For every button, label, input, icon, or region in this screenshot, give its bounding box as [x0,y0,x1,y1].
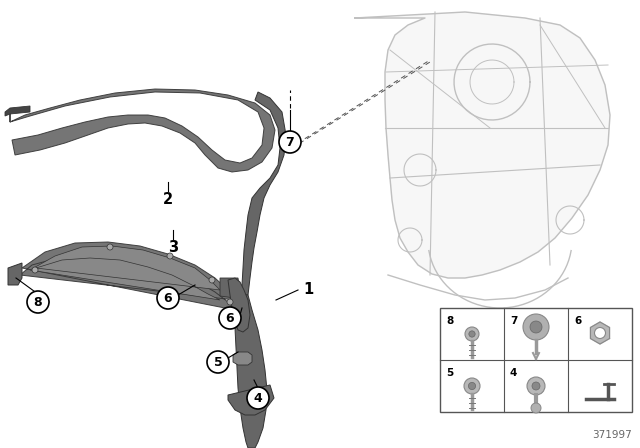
Text: 8: 8 [34,296,42,309]
Text: 6: 6 [164,292,172,305]
Circle shape [532,382,540,390]
Circle shape [247,387,269,409]
Circle shape [527,377,545,395]
Circle shape [530,321,542,333]
Circle shape [227,299,233,305]
Text: 7: 7 [285,135,294,148]
Circle shape [32,267,38,273]
Polygon shape [8,263,22,285]
Circle shape [523,314,549,340]
Polygon shape [591,322,609,344]
Circle shape [531,403,541,413]
Circle shape [465,327,479,341]
Circle shape [464,378,480,394]
Circle shape [469,331,475,337]
Text: 1: 1 [303,283,313,297]
Polygon shape [228,385,274,415]
Text: 4: 4 [253,392,262,405]
Circle shape [595,327,605,339]
Circle shape [167,253,173,259]
Text: 2: 2 [163,193,173,207]
Text: 7: 7 [510,316,517,326]
Circle shape [209,277,215,283]
Text: 5: 5 [446,368,453,378]
Polygon shape [20,242,235,310]
Text: 371997: 371997 [592,430,632,440]
Text: 6: 6 [226,311,234,324]
Circle shape [107,244,113,250]
Polygon shape [241,92,286,295]
Circle shape [279,131,301,153]
Circle shape [207,351,229,373]
Circle shape [468,383,476,390]
Polygon shape [5,106,30,116]
Text: 6: 6 [574,316,581,326]
Text: 4: 4 [510,368,517,378]
Polygon shape [220,278,240,298]
Polygon shape [234,295,267,448]
Text: 8: 8 [446,316,453,326]
Polygon shape [30,246,220,300]
Text: 5: 5 [214,356,222,369]
Bar [440,308,632,412]
Circle shape [157,287,179,309]
Polygon shape [355,12,610,278]
Circle shape [219,307,241,329]
Polygon shape [233,352,252,365]
Text: 3: 3 [168,241,178,255]
Polygon shape [10,89,275,172]
Polygon shape [228,278,250,332]
Circle shape [27,291,49,313]
